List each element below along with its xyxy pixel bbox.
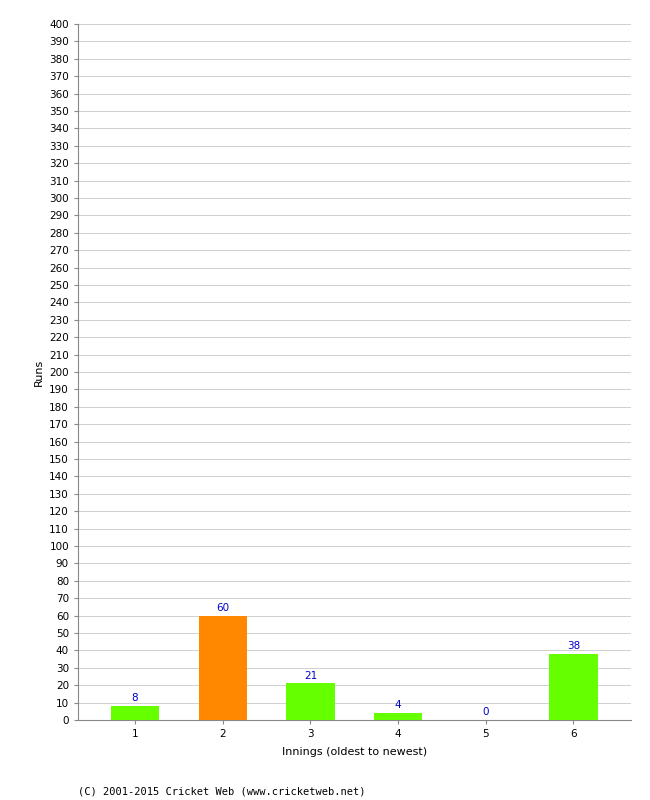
Text: (C) 2001-2015 Cricket Web (www.cricketweb.net): (C) 2001-2015 Cricket Web (www.cricketwe… (78, 786, 365, 796)
Text: 4: 4 (395, 701, 402, 710)
Bar (286, 683, 335, 720)
X-axis label: Innings (oldest to newest): Innings (oldest to newest) (281, 747, 427, 758)
Bar (111, 706, 159, 720)
Text: 8: 8 (132, 694, 138, 703)
Text: 0: 0 (482, 707, 489, 718)
Text: 38: 38 (567, 642, 580, 651)
Bar (374, 713, 422, 720)
Text: 60: 60 (216, 603, 229, 613)
Bar (199, 616, 247, 720)
Y-axis label: Runs: Runs (34, 358, 44, 386)
Text: 21: 21 (304, 671, 317, 681)
Bar (549, 654, 597, 720)
